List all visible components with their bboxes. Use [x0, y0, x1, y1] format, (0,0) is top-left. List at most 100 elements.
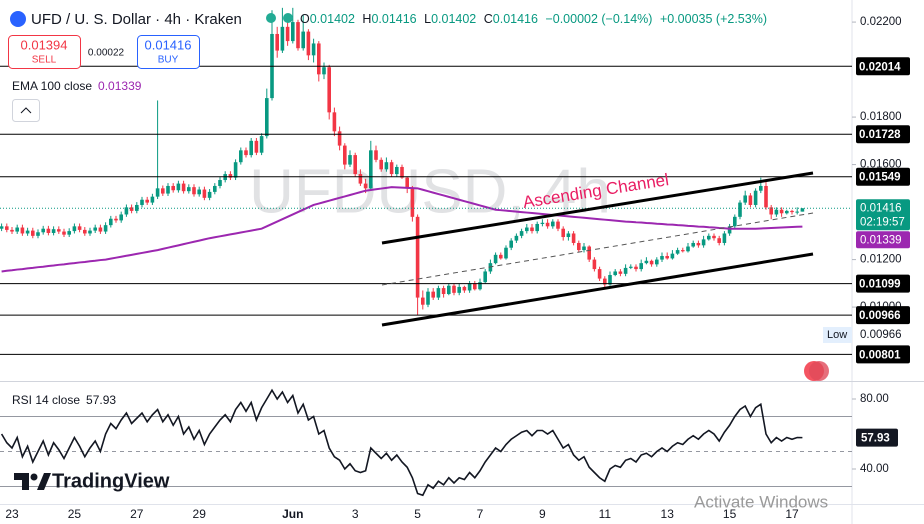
- candle-body: [540, 222, 545, 224]
- candle-body: [577, 242, 581, 251]
- ohlc-value: 0.01416: [493, 12, 538, 26]
- candle-body: [779, 209, 784, 214]
- status-dot: [266, 13, 276, 23]
- candle-body: [363, 183, 368, 189]
- channel-middle: [381, 212, 814, 286]
- logo-mark: [37, 473, 51, 490]
- candle-body: [296, 22, 300, 49]
- y-tick-label: 40.00: [860, 463, 889, 475]
- x-tick-label: 3: [352, 507, 359, 521]
- candle-body: [379, 159, 383, 170]
- candle-body: [171, 185, 175, 191]
- candle-body: [244, 150, 248, 156]
- candle-body: [707, 235, 711, 240]
- rsi-label: 57.93: [861, 433, 890, 445]
- candle-body: [301, 31, 305, 49]
- candle-body: [98, 227, 103, 232]
- sell-label: SELL: [32, 55, 57, 66]
- candle-body: [473, 283, 477, 290]
- candle-body: [150, 196, 155, 203]
- candle-body: [613, 271, 617, 276]
- buy-button[interactable]: [137, 35, 200, 69]
- candle-body: [358, 174, 363, 184]
- y-tick-label: 0.01600: [860, 159, 902, 171]
- candle-body: [395, 166, 399, 175]
- ema-title: EMA 100 close: [12, 79, 92, 93]
- candle-body: [233, 162, 238, 178]
- candle-body: [51, 229, 56, 233]
- candle-body: [213, 185, 217, 192]
- flag-icon: [804, 361, 829, 381]
- countdown: 02:19:57: [860, 216, 905, 228]
- candle-body: [519, 231, 524, 236]
- rsi-pane: [0, 388, 852, 497]
- y-tick-label: 0.02200: [860, 16, 902, 28]
- candle-body: [535, 223, 539, 232]
- candle-body: [769, 207, 773, 215]
- x-tick-label: 29: [193, 507, 207, 521]
- y-tick-label: 80.00: [860, 393, 889, 405]
- candle-body: [332, 112, 337, 132]
- candle-body: [644, 260, 649, 264]
- x-tick-label: 15: [723, 507, 737, 521]
- candle-body: [202, 189, 207, 198]
- level-label-box: [856, 167, 910, 186]
- candle-body: [405, 177, 409, 189]
- candle-body: [603, 278, 607, 285]
- candle-body: [83, 229, 87, 234]
- buy-label: BUY: [158, 55, 179, 66]
- candle-body: [733, 216, 737, 227]
- candle-body: [701, 239, 706, 246]
- status-dot: [283, 13, 293, 23]
- candle-body: [343, 145, 347, 165]
- candle-body: [421, 297, 425, 305]
- collapse-icon: [20, 107, 32, 114]
- candle-body: [681, 250, 685, 252]
- candle-body: [597, 269, 602, 279]
- low-label: Low: [827, 329, 847, 341]
- candle-body: [265, 98, 269, 137]
- candle-body: [311, 43, 316, 56]
- ema-legend: EMA 100 close 0.01339: [12, 79, 142, 93]
- candle-body: [649, 260, 654, 265]
- price-label: 0.01416: [860, 202, 902, 214]
- candle-body: [348, 155, 352, 165]
- candle-body: [155, 188, 160, 197]
- candle-body: [493, 254, 498, 264]
- candle-body: [696, 242, 701, 246]
- candle-body: [660, 256, 664, 260]
- x-tick-label: 7: [477, 507, 484, 521]
- os-notice: Activate Windows: [694, 492, 828, 511]
- candle-body: [275, 33, 279, 51]
- level-label-box: [856, 306, 910, 325]
- candle-body: [499, 254, 503, 259]
- collapse-button[interactable]: [12, 99, 40, 122]
- candle-body: [72, 226, 77, 232]
- candle-body: [77, 226, 82, 230]
- candle-body: [207, 191, 212, 198]
- candle-body: [249, 140, 253, 156]
- symbol-title[interactable]: UFD / U. S. Dollar · 4h · Kraken: [31, 11, 242, 28]
- candle-body: [629, 266, 633, 268]
- candle-body: [20, 227, 25, 234]
- sell-price: 0.01394: [21, 37, 68, 52]
- candle-body: [41, 228, 45, 233]
- candle-body: [197, 189, 201, 195]
- change: −0.00002 (−0.14%): [545, 12, 652, 26]
- x-tick-label: 27: [130, 507, 144, 521]
- candle-body: [161, 188, 165, 194]
- candle-body: [478, 282, 482, 290]
- candle-body: [337, 131, 342, 146]
- x-tick-label: 23: [5, 507, 19, 521]
- y-tick-label: 0.01800: [860, 111, 902, 123]
- sell-button[interactable]: [8, 35, 81, 69]
- rsi-title: RSI 14 close: [12, 393, 80, 407]
- level-label: 0.02014: [859, 61, 901, 73]
- candle-body: [514, 235, 519, 241]
- candle-body: [124, 207, 129, 215]
- candle-body: [135, 204, 139, 211]
- candle-body: [665, 256, 669, 259]
- candle-body: [530, 227, 534, 232]
- candle-body: [119, 214, 123, 221]
